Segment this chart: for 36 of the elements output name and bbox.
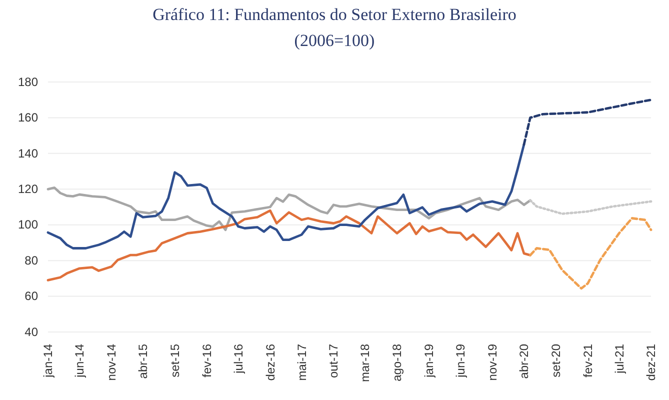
line-series [522, 98, 652, 146]
y-tick-label: 40 [24, 324, 38, 339]
chart-subtitle: (2006=100) [294, 31, 375, 50]
line-series [46, 186, 532, 232]
y-tick-label: 60 [24, 289, 38, 304]
line-series [46, 209, 532, 282]
y-tick-label: 80 [24, 253, 38, 268]
x-tick-label: set-15 [168, 344, 182, 378]
x-tick-label: jun-19 [454, 344, 468, 378]
x-tick-label: dez-21 [644, 344, 658, 381]
y-tick-label: 140 [18, 146, 38, 160]
x-tick-label: nov-14 [104, 344, 119, 381]
x-tick-label: jun-14 [72, 344, 87, 378]
x-tick-label: abr-20 [517, 344, 532, 379]
x-tick-label: mai-17 [294, 344, 309, 381]
y-tick-label: 180 [18, 74, 38, 89]
x-tick-label: abr-15 [136, 344, 150, 379]
x-tick-label: fev-21 [581, 344, 595, 378]
y-tick-label: 120 [18, 182, 38, 196]
y-tick-label: 100 [18, 218, 38, 232]
x-tick-label: jul-21 [612, 344, 626, 374]
x-tick-label: dez-16 [263, 344, 278, 381]
chart-title: Gráfico 11: Fundamentos do Setor Externo Brasileiro [152, 5, 516, 24]
line-series [529, 199, 652, 215]
x-tick-label: jan-14 [41, 344, 56, 378]
x-tick-label: out-17 [326, 344, 341, 378]
x-tick-label: jan-19 [422, 344, 436, 378]
line-series [46, 143, 526, 250]
x-tick-label: fev-16 [200, 344, 214, 378]
x-tick-label: mar-18 [358, 344, 372, 382]
x-tick-label: jul-16 [231, 344, 246, 374]
y-tick-label: 160 [18, 110, 38, 125]
line-series [529, 217, 652, 290]
x-tick-label: ago-18 [390, 344, 404, 382]
x-tick-label: set-20 [549, 344, 564, 378]
x-tick-label: nov-19 [485, 344, 500, 381]
